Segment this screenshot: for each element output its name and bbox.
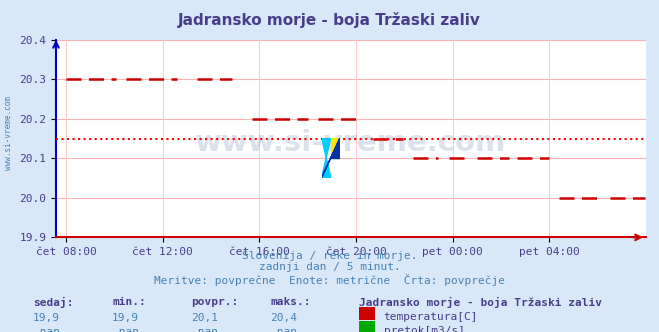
Polygon shape: [331, 138, 340, 158]
Text: -nan: -nan: [33, 327, 60, 332]
Polygon shape: [322, 138, 331, 178]
Text: -nan: -nan: [191, 327, 218, 332]
Text: pretok[m3/s]: pretok[m3/s]: [384, 326, 465, 332]
Text: zadnji dan / 5 minut.: zadnji dan / 5 minut.: [258, 262, 401, 272]
Text: -nan: -nan: [270, 327, 297, 332]
Text: min.:: min.:: [112, 297, 146, 307]
Text: Slovenija / reke in morje.: Slovenija / reke in morje.: [242, 251, 417, 261]
Text: Jadransko morje - boja Tržaski zaliv: Jadransko morje - boja Tržaski zaliv: [178, 12, 481, 28]
Polygon shape: [331, 138, 340, 158]
Text: povpr.:: povpr.:: [191, 297, 239, 307]
Text: 19,9: 19,9: [33, 313, 60, 323]
Text: 19,9: 19,9: [112, 313, 139, 323]
Text: www.si-vreme.com: www.si-vreme.com: [4, 96, 13, 170]
Text: Meritve: povprečne  Enote: metrične  Črta: povprečje: Meritve: povprečne Enote: metrične Črta:…: [154, 274, 505, 286]
Text: 20,4: 20,4: [270, 313, 297, 323]
Polygon shape: [322, 138, 340, 178]
Text: www.si-vreme.com: www.si-vreme.com: [195, 128, 507, 157]
Text: 20,1: 20,1: [191, 313, 218, 323]
Text: Jadransko morje - boja Tržaski zaliv: Jadransko morje - boja Tržaski zaliv: [359, 297, 602, 308]
Text: -nan: -nan: [112, 327, 139, 332]
Text: temperatura[C]: temperatura[C]: [384, 312, 478, 322]
Text: maks.:: maks.:: [270, 297, 310, 307]
Text: sedaj:: sedaj:: [33, 297, 73, 308]
